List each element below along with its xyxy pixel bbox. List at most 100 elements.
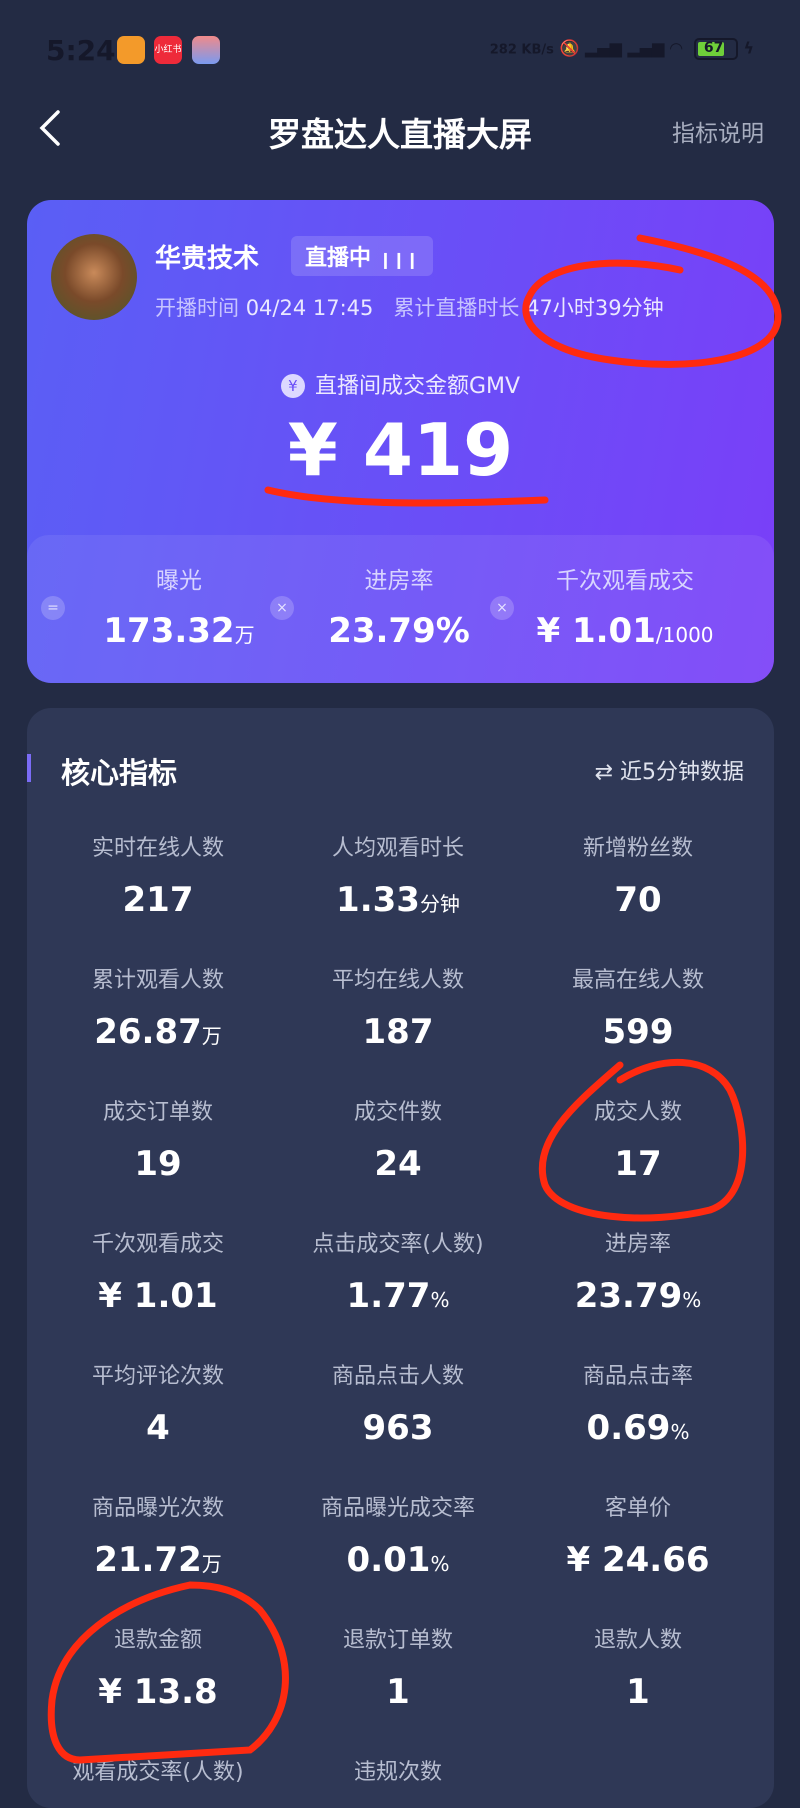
metric-label: 最高在线人数 [571,968,704,993]
metric-label: 商品点击人数 [331,1364,464,1389]
metric-label: 商品曝光成交率 [320,1496,475,1521]
metric-value: 17 [614,1144,662,1184]
metric-cell: 客单价 ¥ 24.66 [518,1490,758,1580]
live-status-badge: 直播中 ❙❙❙ [291,236,433,276]
streamer-name: 华贵技术 [155,244,260,274]
back-button[interactable] [36,108,66,148]
metric-cell: 点击成交率(人数) 1.77% [278,1226,518,1316]
metric-label: 进房率 [604,1232,671,1257]
metric-label: 人均观看时长 [331,836,464,861]
metric-value: 23.79% [574,1276,702,1316]
multiply-icon: × [490,596,514,620]
metric-cell: 商品点击率 0.69% [518,1358,758,1448]
metric-cell: 新增粉丝数 70 [518,830,758,920]
metric-value: 599 [602,1012,674,1052]
metric-label: 平均评论次数 [91,1364,224,1389]
metric-cell: 平均评论次数 4 [38,1358,278,1448]
stat-entry-rate: 进房率 23.79% [328,568,470,651]
metric-cell: 进房率 23.79% [518,1226,758,1316]
metric-value: 24 [374,1144,422,1184]
metric-cell: 退款人数 1 [518,1622,758,1712]
signal-icon: ▂▄▆ [584,38,622,58]
metric-label: 退款金额 [113,1628,202,1653]
metric-value: 19 [134,1144,182,1184]
multiply-icon: × [270,596,294,620]
avatar[interactable] [51,234,137,320]
signal-icon: ▂▄▆ [627,38,665,58]
swap-icon: ⇄ [594,760,613,785]
metric-explanation-link[interactable]: 指标说明 [672,121,764,147]
metric-label: 点击成交率(人数) [312,1232,484,1257]
section-title: 核心指标 [61,756,178,790]
stat-gpm: 千次观看成交 ¥ 1.01/1000 [536,568,714,651]
metric-value: 1 [386,1672,410,1712]
metric-cell: 成交订单数 19 [38,1094,278,1184]
metric-label: 观看成交率(人数) [72,1760,244,1785]
metric-label: 退款订单数 [342,1628,453,1653]
metric-value: ¥ 1.01 [98,1276,218,1316]
metric-cell: 商品曝光次数 21.72万 [38,1490,278,1580]
yen-icon: ¥ [280,374,305,398]
live-summary-card: 华贵技术 直播中 ❙❙❙ 开播时间 04/24 17:45 累计直播时长 47小… [27,200,774,683]
metric-value: 4 [146,1408,170,1448]
metric-value: 187 [362,1012,434,1052]
gmv-value: ¥ 419 [287,408,514,492]
metric-value: 1 [626,1672,650,1712]
metric-value: ¥ 24.66 [566,1540,710,1580]
metric-cell: 成交件数 24 [278,1094,518,1184]
core-metrics-card: 核心指标 ⇄ 近5分钟数据 实时在线人数 217 人均观看时长 1.33分钟 新增粉丝数… [27,708,774,1808]
metric-cell: 商品曝光成交率 0.01% [278,1490,518,1580]
stat-exposure: 曝光 173.32万 [103,568,255,651]
section-accent [27,754,31,782]
charging-icon: ϟ [743,38,754,58]
metric-label: 商品曝光次数 [91,1496,224,1521]
gmv-label: ¥ 直播间成交金额GMV [27,368,774,400]
metric-cell: 违规次数 [278,1754,518,1804]
live-bars-icon: ❙❙❙ [378,250,419,269]
metric-label: 千次观看成交 [91,1232,224,1257]
metric-value: 1.33分钟 [336,880,460,920]
metric-label: 累计观看人数 [91,968,224,993]
page-title: 罗盘达人直播大屏 [268,115,532,154]
metric-cell: 成交人数 17 [518,1094,758,1184]
video-app-icon [117,36,145,64]
upload-app-icon [192,36,220,64]
metric-value: 0.69% [586,1408,690,1448]
metric-cell: 退款订单数 1 [278,1622,518,1712]
metric-cell: 实时在线人数 217 [38,830,278,920]
metric-label: 平均在线人数 [331,968,464,993]
metric-cell: 平均在线人数 187 [278,962,518,1052]
metric-cell: 退款金额 ¥ 13.8 [38,1622,278,1712]
metric-value: ¥ 13.8 [98,1672,218,1712]
battery-icon: 67 [693,38,738,60]
metric-label: 成交件数 [353,1100,442,1125]
equals-icon: = [41,596,65,620]
status-icons: 282 KB/s 🔕 ▂▄▆ ▂▄▆ ◠ 67 ϟ [490,38,754,60]
metric-label: 客单价 [604,1496,671,1521]
status-time: 5:24 [46,34,116,67]
metric-cell: 千次观看成交 ¥ 1.01 [38,1226,278,1316]
metric-cell: 人均观看时长 1.33分钟 [278,830,518,920]
metric-label: 退款人数 [593,1628,682,1653]
metric-cell: 观看成交率(人数) [38,1754,278,1804]
metric-label: 实时在线人数 [91,836,224,861]
metric-value: 21.72万 [94,1540,222,1580]
metric-value: 0.01% [346,1540,450,1580]
mute-icon: 🔕 [559,38,580,58]
metric-label: 成交人数 [593,1100,682,1125]
metric-cell: 累计观看人数 26.87万 [38,962,278,1052]
status-bar: 5:24 小红书 282 KB/s 🔕 ▂▄▆ ▂▄▆ ◠ 67 ϟ [0,30,800,74]
metric-value: 70 [614,880,662,920]
metric-label: 新增粉丝数 [582,836,693,861]
recent-data-toggle[interactable]: ⇄ 近5分钟数据 [594,760,744,785]
metric-value: 217 [122,880,194,920]
metric-value: 1.77% [346,1276,450,1316]
stream-info: 开播时间 04/24 17:45 累计直播时长 47小时39分钟 [155,296,664,320]
stats-strip: = × × 曝光 173.32万 进房率 23.79% 千次观看成交 ¥ 1.01/1… [27,535,774,683]
net-speed: 282 KB/s [489,42,554,58]
xiaohongshu-icon: 小红书 [154,36,182,64]
metric-label: 商品点击率 [582,1364,693,1389]
metric-label: 违规次数 [353,1760,442,1785]
wifi-icon: ◠ [669,38,683,58]
metric-cell: 商品点击人数 963 [278,1358,518,1448]
